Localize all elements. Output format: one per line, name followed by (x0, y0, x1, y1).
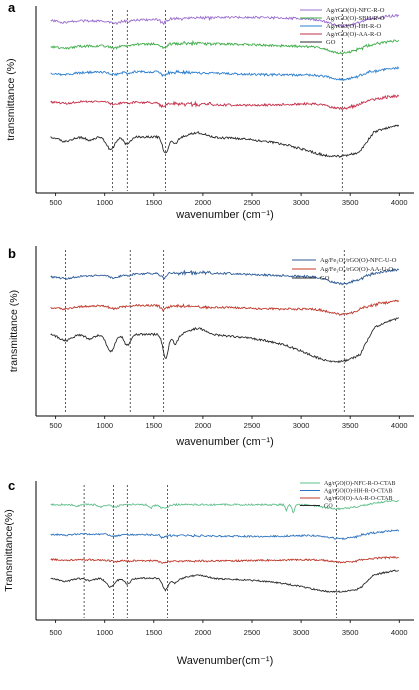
legend-entry: Ag/Fe₃O₄/rGO(O)-AA-U-O (320, 266, 393, 273)
series-line (50, 94, 400, 111)
series-line (50, 124, 400, 158)
legend-entry: Ag/rGO(O)-NFC-R-O-CTAB (324, 480, 396, 487)
legend-entry: Ag/rGO(O)-AA-R-O-CTAB (324, 495, 393, 502)
legend-entry: GO (326, 39, 336, 46)
y-axis-label: transmittance (%) (8, 290, 20, 372)
x-tick-label: 1000 (96, 198, 113, 207)
x-tick-label: 2500 (244, 198, 261, 207)
chart-panel-c: 500 1000 1500 2000 2500 3000 3500 4000 Wavenumbe… (3, 478, 414, 667)
chart-panel-a: 500 1000 1500 2000 2500 3000 3500 4000 wavenumbe… (5, 0, 414, 221)
legend-entry: Ag/rGO(O)-AA-R-O (326, 31, 382, 38)
x-axis-label: wavenumber (cm⁻¹) (175, 436, 274, 448)
legend-entry: Ag/Fe₃O₄/rGO(O)-NFC-U-O (320, 257, 397, 264)
x-tick-label: 4000 (391, 198, 408, 207)
x-tick-label: 1000 (96, 421, 113, 430)
panel-label: a (8, 0, 16, 15)
series-line (50, 65, 400, 82)
legend-entry: Ag/rGO(O)-NFC-R-O (326, 7, 385, 14)
y-axis-label: Transmittance(%) (3, 509, 15, 591)
series-line (50, 529, 400, 541)
x-tick-label: 1500 (145, 421, 162, 430)
x-tick-label: 500 (49, 198, 62, 207)
series-line (50, 317, 400, 364)
x-tick-label: 3000 (293, 628, 310, 637)
x-tick-label: 2000 (195, 628, 212, 637)
series-line (50, 299, 400, 316)
x-tick-label: 1500 (145, 198, 162, 207)
x-tick-label: 1500 (145, 628, 162, 637)
x-tick-label: 2000 (195, 198, 212, 207)
legend-entry: GO (324, 504, 333, 510)
chart-panel-b: 500 1000 1500 2000 2500 3000 3500 4000 wavenumbe… (8, 246, 414, 448)
legend-entry: Ag/rGO(O)-SBH-R-O (326, 15, 385, 22)
series-line (50, 499, 399, 514)
legend-entry: Ag/rGO(O)-HH-R-O-CTAB (324, 488, 393, 495)
legend-entry: GO (320, 275, 330, 282)
x-tick-label: 1000 (96, 628, 113, 637)
x-axis-label: wavenumber (cm⁻¹) (175, 209, 274, 221)
y-axis-label: transmittance (%) (5, 58, 17, 140)
series-line (50, 13, 400, 28)
x-tick-label: 2500 (244, 628, 261, 637)
series-line (50, 569, 399, 593)
panel-label: b (8, 246, 16, 261)
x-tick-label: 500 (49, 628, 62, 637)
x-tick-label: 3000 (293, 421, 310, 430)
x-tick-label: 3500 (342, 628, 359, 637)
series-line (50, 268, 400, 286)
x-tick-label: 3000 (293, 198, 310, 207)
x-tick-label: 4000 (391, 628, 408, 637)
x-tick-label: 500 (49, 421, 62, 430)
x-axis-label: Wavenumber(cm⁻¹) (177, 655, 273, 667)
series-line (50, 555, 399, 564)
x-tick-label: 3500 (342, 421, 359, 430)
x-tick-label: 2500 (244, 421, 261, 430)
series-line (50, 39, 400, 55)
x-tick-label: 3500 (342, 198, 359, 207)
x-tick-label: 4000 (391, 421, 408, 430)
panel-label: c (8, 478, 15, 493)
legend-entry: Ag/rGO(O)-HH-R-O (326, 23, 382, 30)
x-tick-label: 2000 (195, 421, 212, 430)
